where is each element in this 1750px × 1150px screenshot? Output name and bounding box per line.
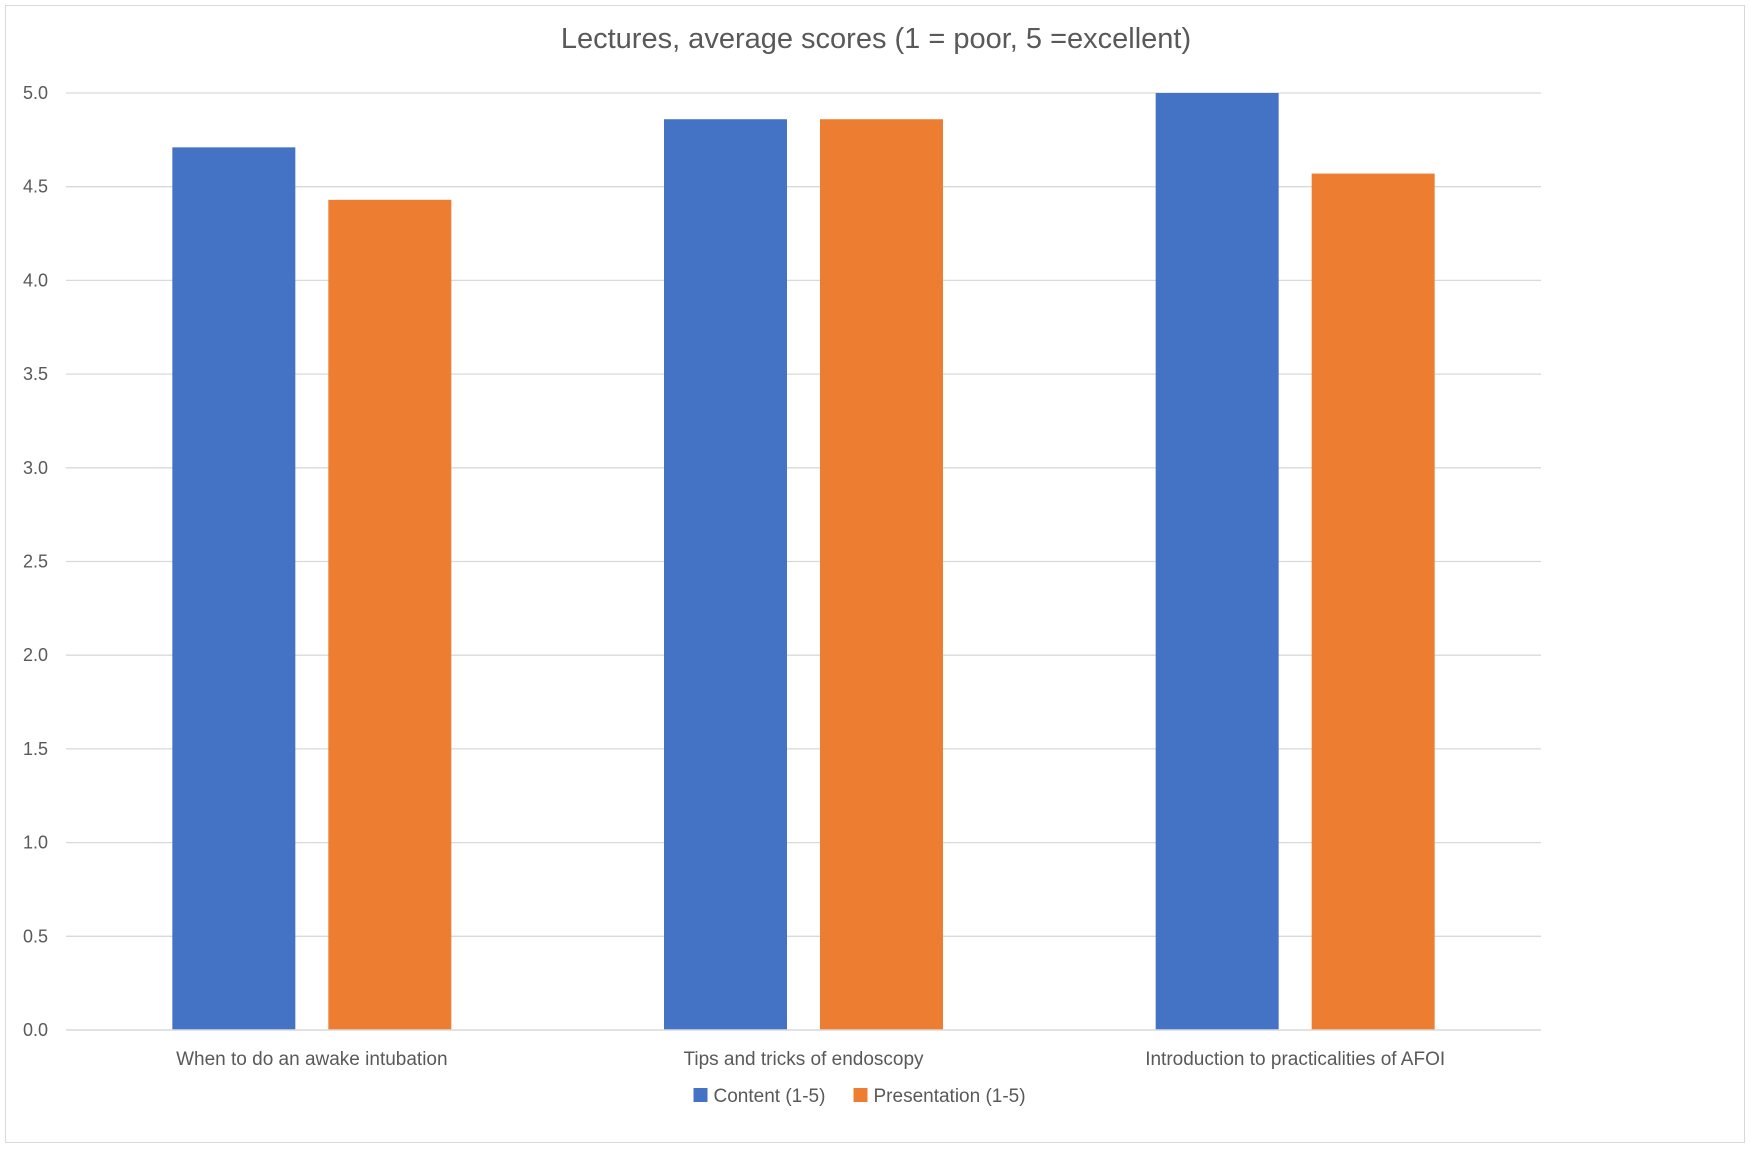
legend-label: Content (1-5)	[714, 1086, 826, 1107]
bar-chart: Lectures, average scores (1 = poor, 5 =e…	[23, 23, 1541, 1107]
legend-swatch	[693, 1088, 708, 1102]
y-tick-label: 0.0	[23, 1020, 48, 1040]
y-tick-label: 3.0	[23, 458, 48, 478]
y-axis-ticks: 0.0 0.5 1.0 1.5 2.0 2.5 3.0 3.5 4.0 4.5 5.0	[23, 83, 48, 1040]
y-tick-label: 3.5	[23, 364, 48, 384]
x-tick-label: When to do an awake intubation	[176, 1049, 447, 1070]
bar	[328, 199, 452, 1030]
legend: Content (1-5) Presentation (1-5)	[693, 1086, 1026, 1107]
legend-swatch	[853, 1088, 868, 1102]
y-tick-label: 4.5	[23, 177, 48, 197]
bar	[1311, 173, 1435, 1030]
y-tick-label: 2.5	[23, 552, 48, 572]
bars	[172, 93, 1435, 1030]
x-axis-labels: When to do an awake intubation Tips and t…	[176, 1049, 1445, 1070]
y-tick-label: 1.0	[23, 833, 48, 853]
bar	[172, 147, 296, 1030]
y-tick-label: 5.0	[23, 83, 48, 103]
bar	[664, 119, 787, 1030]
chart-frame: Lectures, average scores (1 = poor, 5 =e…	[5, 5, 1745, 1143]
bar	[820, 119, 943, 1030]
y-tick-label: 1.5	[23, 739, 48, 759]
legend-label: Presentation (1-5)	[874, 1086, 1026, 1107]
y-tick-label: 4.0	[23, 270, 48, 290]
chart-title: Lectures, average scores (1 = poor, 5 =e…	[561, 23, 1191, 55]
x-tick-label: Introduction to practicalities of AFOI	[1145, 1049, 1445, 1070]
y-tick-label: 0.5	[23, 926, 48, 946]
x-tick-label: Tips and tricks of endoscopy	[683, 1049, 924, 1070]
y-tick-label: 2.0	[23, 645, 48, 665]
bar	[1155, 93, 1279, 1030]
gridlines	[66, 92, 1541, 937]
